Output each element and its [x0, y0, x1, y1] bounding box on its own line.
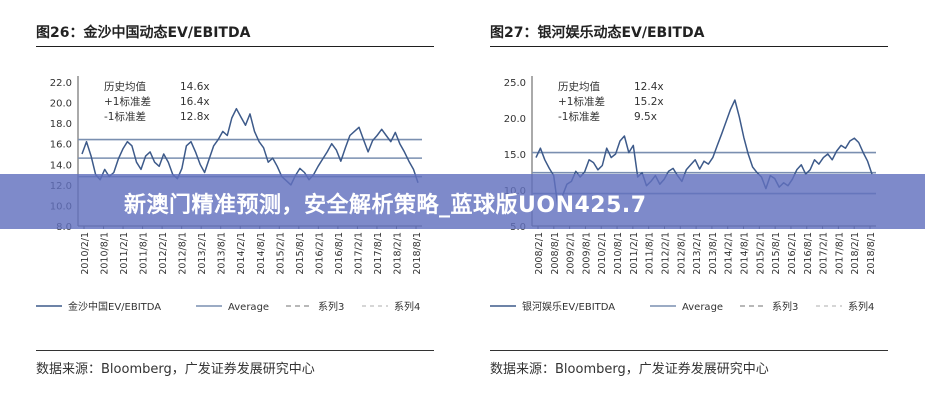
stat-value: 9.5x — [634, 111, 657, 123]
x-tick-label: 2014/8/1 — [256, 232, 267, 275]
y-tick-label: 18.0 — [50, 119, 72, 130]
x-tick-label: 2010/2/1 — [597, 232, 608, 275]
x-tick-label: 2012/2/1 — [660, 232, 671, 275]
stat-label: -1标准差 — [104, 110, 146, 123]
x-tick-label: 2008/2/1 — [534, 232, 545, 275]
stat-label: 历史均值 — [104, 80, 146, 93]
x-tick-label: 2014/2/1 — [236, 232, 247, 275]
y-tick-label: 15.0 — [504, 150, 526, 161]
legend-series4-label: 系列4 — [394, 300, 420, 313]
left-chart-panel: 图26：金沙中国动态EV/EBITDA 22.0 20.0 18.0 16.0 14.0… — [14, 0, 454, 400]
y-tick-label: 20.0 — [50, 99, 72, 110]
x-tick-label: 2018/8/1 — [412, 232, 423, 275]
x-tick-label: 2018/2/1 — [850, 232, 861, 275]
legend-average-label: Average — [228, 302, 269, 313]
stat-label: -1标准差 — [558, 110, 600, 123]
x-tick-label: 2008/8/1 — [550, 232, 561, 275]
y-tick-label: 16.0 — [50, 140, 72, 151]
x-tick-label: 2017/8/1 — [834, 232, 845, 275]
x-tick-label: 2016/2/1 — [787, 232, 798, 275]
source-divider — [490, 350, 888, 351]
chart-title: 图27：银河娱乐动态EV/EBITDA — [490, 25, 705, 41]
x-tick-label: 2011/8/1 — [139, 232, 150, 275]
legend-series3-label: 系列3 — [772, 300, 798, 313]
chart-title: 图26：金沙中国动态EV/EBITDA — [36, 25, 251, 41]
source-divider — [36, 350, 434, 351]
x-tick-label: 2015/8/1 — [771, 232, 782, 275]
sands-china-ev-ebitda-chart: 22.020.018.016.014.012.010.08.02010/2/12… — [36, 76, 423, 313]
legend-series-main-label: 银河娱乐EV/EBITDA — [522, 300, 615, 313]
ev-ebitda-series-line — [81, 107, 419, 186]
x-tick-label: 2015/2/1 — [755, 232, 766, 275]
title-divider — [490, 46, 888, 47]
x-tick-label: 2017/2/1 — [353, 232, 364, 275]
x-tick-label: 2010/8/1 — [613, 232, 624, 275]
stat-label: +1标准差 — [558, 95, 605, 108]
stat-value: 12.8x — [180, 111, 210, 123]
legend-average-label: Average — [682, 302, 723, 313]
y-tick-label: 25.0 — [504, 78, 526, 89]
banner-text: 新澳门精准预测，安全解析策略_蓝球版UON425.7 — [124, 193, 647, 218]
x-tick-label: 2016/8/1 — [803, 232, 814, 275]
ev-ebitda-series-line — [535, 99, 873, 209]
x-tick-label: 2010/2/1 — [80, 232, 91, 275]
x-tick-label: 2015/8/1 — [295, 232, 306, 275]
x-tick-label: 2010/8/1 — [100, 232, 111, 275]
x-tick-label: 2014/8/1 — [740, 232, 751, 275]
stat-value: 15.2x — [634, 96, 664, 108]
x-tick-label: 2017/8/1 — [373, 232, 384, 275]
y-tick-label: 20.0 — [504, 114, 526, 125]
stat-label: +1标准差 — [104, 95, 151, 108]
x-tick-label: 2011/2/1 — [629, 232, 640, 275]
stat-value: 16.4x — [180, 96, 210, 108]
x-tick-label: 2014/2/1 — [724, 232, 735, 275]
stat-value: 14.6x — [180, 81, 210, 93]
x-tick-label: 2013/2/1 — [692, 232, 703, 275]
x-tick-label: 2017/2/1 — [819, 232, 830, 275]
x-tick-label: 2016/2/1 — [314, 232, 325, 275]
stat-value: 12.4x — [634, 81, 664, 93]
x-tick-label: 2013/8/1 — [217, 232, 228, 275]
x-tick-label: 2011/2/1 — [119, 232, 130, 275]
x-tick-label: 2018/2/1 — [392, 232, 403, 275]
headline-banner: 新澳门精准预测，安全解析策略_蓝球版UON425.7 — [0, 174, 925, 229]
x-tick-label: 2013/8/1 — [708, 232, 719, 275]
x-tick-label: 2009/8/1 — [581, 232, 592, 275]
title-divider — [36, 46, 434, 47]
x-tick-label: 2018/8/1 — [866, 232, 877, 275]
x-tick-label: 2012/8/1 — [676, 232, 687, 275]
legend-series3-label: 系列3 — [318, 300, 344, 313]
legend-series4-label: 系列4 — [848, 300, 874, 313]
x-tick-label: 2011/8/1 — [645, 232, 656, 275]
y-tick-label: 22.0 — [50, 78, 72, 89]
source-note: 数据来源：Bloomberg，广发证券发展研究中心 — [490, 362, 769, 377]
x-tick-label: 2009/2/1 — [566, 232, 577, 275]
source-note: 数据来源：Bloomberg，广发证券发展研究中心 — [36, 362, 315, 377]
y-tick-label: 14.0 — [50, 160, 72, 171]
legend-series-main-label: 金沙中国EV/EBITDA — [68, 300, 161, 313]
x-tick-label: 2015/2/1 — [275, 232, 286, 275]
x-tick-label: 2012/8/1 — [178, 232, 189, 275]
x-tick-label: 2013/2/1 — [197, 232, 208, 275]
x-tick-label: 2016/8/1 — [334, 232, 345, 275]
x-tick-label: 2012/2/1 — [158, 232, 169, 275]
stat-label: 历史均值 — [558, 80, 600, 93]
